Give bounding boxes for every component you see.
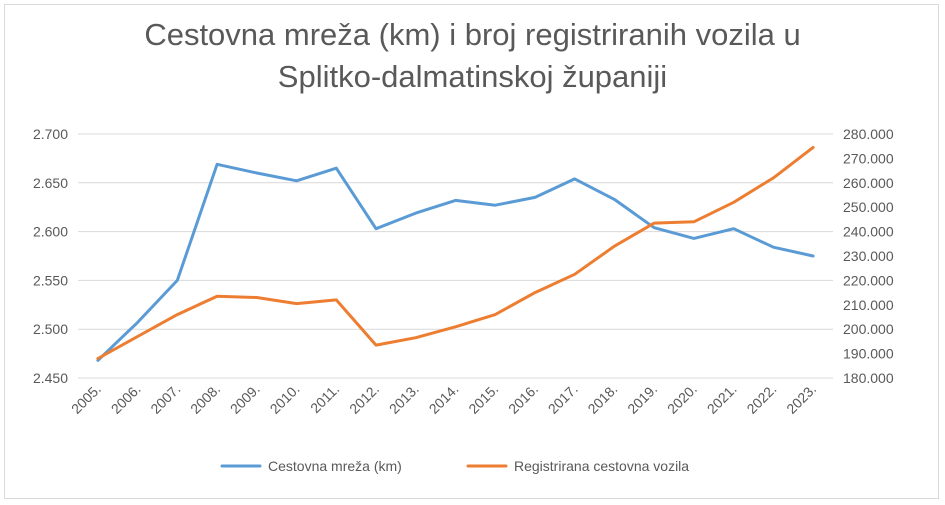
x-tick-label: 2010. [267, 381, 303, 417]
x-tick-label: 2020. [664, 381, 700, 417]
x-tick-label: 2019. [624, 381, 660, 417]
right-tick-label: 230.000 [843, 248, 894, 264]
legend-label: Registrirana cestovna vozila [514, 458, 689, 474]
left-tick-label: 2.600 [33, 224, 68, 240]
x-tick-label: 2014. [426, 381, 462, 417]
right-tick-label: 210.000 [843, 297, 894, 313]
series-lines [96, 145, 815, 362]
x-tick-label: 2008. [187, 381, 223, 417]
right-tick-label: 270.000 [843, 150, 894, 166]
x-tick-label: 2018. [584, 381, 620, 417]
x-tick-label: 2011. [307, 381, 342, 416]
right-tick-label: 260.000 [843, 175, 894, 191]
left-tick-label: 2.650 [33, 175, 68, 191]
right-tick-label: 190.000 [843, 346, 894, 362]
chart-title-line2: Splitko-dalmatinskoj županiji [277, 59, 668, 94]
x-tick-label: 2017. [545, 381, 581, 417]
chart-title-line1: Cestovna mreža (km) i broj registriranih… [144, 17, 801, 52]
chart-title: Cestovna mreža (km) i broj registriranih… [0, 14, 945, 98]
x-tick-label: 2016. [505, 381, 541, 417]
x-tick-label: 2022. [743, 381, 779, 417]
right-tick-label: 240.000 [843, 224, 894, 240]
right-tick-label: 250.000 [843, 199, 894, 215]
x-tick-label: 2013. [386, 381, 422, 417]
x-tick-label: 2023. [783, 381, 819, 417]
left-axis-ticks: 2.450 2.500 2.550 2.600 2.650 2.700 [33, 126, 68, 386]
series-line-1 [96, 162, 815, 362]
right-tick-label: 220.000 [843, 272, 894, 288]
left-tick-label: 2.700 [33, 126, 68, 142]
legend: Cestovna mreža (km) Registrirana cestovna… [220, 458, 689, 474]
right-tick-label: 280.000 [843, 126, 894, 142]
grid-lines [78, 133, 833, 379]
right-tick-label: 200.000 [843, 321, 894, 337]
legend-label: Cestovna mreža (km) [268, 458, 402, 474]
right-tick-label: 180.000 [843, 370, 894, 386]
x-tick-label: 2009. [227, 381, 263, 417]
x-tick-label: 2021. [704, 381, 740, 417]
left-tick-label: 2.450 [33, 370, 68, 386]
chart-frame [4, 4, 939, 499]
x-tick-label: 2012. [346, 381, 382, 417]
left-tick-label: 2.500 [33, 321, 68, 337]
series-line-2 [96, 145, 815, 360]
left-tick-label: 2.550 [33, 272, 68, 288]
right-axis-ticks: 180.000 190.000 200.000 210.000 220.000 230.0… [843, 126, 894, 386]
x-axis-ticks: 2005. 2006. 2007. 2008. 2009. 2010. 2011. 2012.… [68, 381, 819, 417]
x-tick-label: 2015. [465, 381, 501, 417]
x-tick-label: 2007. [147, 381, 183, 417]
x-tick-label: 2006. [108, 381, 144, 417]
x-tick-label: 2005. [68, 381, 104, 417]
